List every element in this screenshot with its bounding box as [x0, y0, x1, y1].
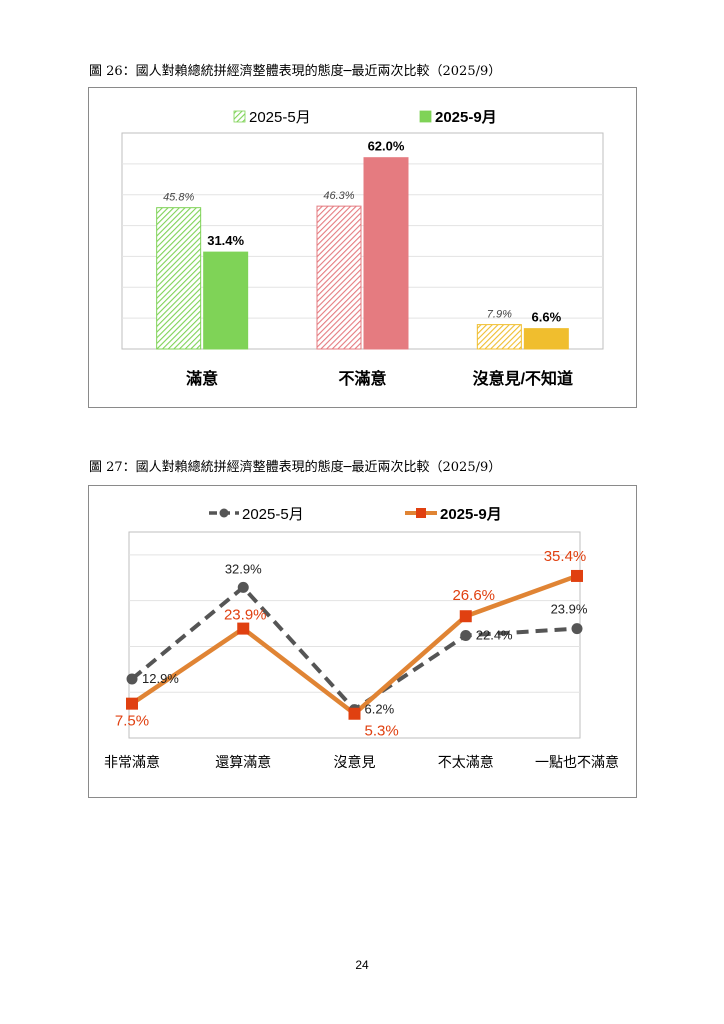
bar-chart: 2025-5月 2025-9月 45.8% 31.4% 滿意 46.3% 62.0% 不滿意 7… — [121, 109, 604, 388]
category-label: 不滿意 — [338, 369, 386, 388]
data-point — [126, 697, 138, 710]
data-label: 45.8% — [163, 192, 194, 204]
bar — [316, 205, 362, 350]
data-label: 35.4% — [544, 548, 587, 565]
category-label: 不太滿意 — [438, 754, 494, 770]
data-label: 22.4% — [476, 627, 513, 642]
bar — [476, 324, 522, 350]
data-point — [459, 610, 472, 623]
legend-swatch — [419, 110, 432, 123]
data-label: 62.0% — [368, 139, 405, 154]
data-point — [460, 629, 472, 641]
legend-label: 2025-9月 — [440, 506, 502, 523]
page-number: 24 — [355, 958, 369, 972]
data-label: 12.9% — [142, 671, 179, 686]
category-label: 沒意見/不知道 — [473, 369, 573, 388]
series-line-2025-5 — [130, 584, 578, 713]
series-line-2025-9 — [130, 573, 578, 717]
legend-marker — [416, 508, 426, 518]
plot-area — [128, 531, 581, 739]
category-label: 非常滿意 — [104, 754, 160, 770]
legend-swatch — [233, 110, 246, 123]
data-point — [348, 707, 361, 720]
data-label: 7.5% — [115, 713, 149, 730]
data-label: 7.9% — [487, 309, 512, 321]
data-label: 6.6% — [532, 310, 562, 325]
data-label: 26.6% — [452, 587, 495, 604]
data-label: 31.4% — [207, 233, 244, 248]
data-label: 23.9% — [224, 607, 267, 624]
bar — [363, 157, 409, 350]
data-point — [237, 581, 249, 593]
data-label: 6.2% — [365, 702, 395, 717]
legend-label: 2025-5月 — [242, 506, 304, 523]
category-label: 還算滿意 — [215, 754, 271, 770]
data-label: 46.3% — [323, 190, 354, 202]
plot-area — [121, 132, 604, 350]
category-label: 一點也不滿意 — [535, 754, 619, 770]
data-label: 5.3% — [365, 723, 399, 740]
category-label: 沒意見 — [334, 754, 376, 770]
data-point — [571, 569, 583, 582]
line-chart: 2025-5月 2025-9月 12.9% 32.9% 6.2% 22.4% 23.9% 7.… — [104, 506, 619, 770]
category-label: 滿意 — [186, 369, 218, 388]
data-label: 32.9% — [225, 561, 262, 576]
data-point — [237, 622, 250, 635]
legend-label: 2025-9月 — [435, 109, 497, 126]
data-point — [126, 673, 138, 685]
figure-27-caption: 圖 27：國人對賴總統拼經濟整體表現的態度─最近兩次比較（2025/9） — [89, 460, 502, 475]
bar-chart-frame: 2025-5月 2025-9月 45.8% 31.4% 滿意 46.3% 62.0% 不滿意 7… — [88, 87, 637, 408]
bar — [523, 328, 569, 350]
legend-marker — [219, 508, 229, 518]
line-chart-frame: 2025-5月 2025-9月 12.9% 32.9% 6.2% 22.4% 23.9% 7.… — [88, 485, 637, 798]
data-label: 23.9% — [551, 602, 588, 617]
figure-26-caption: 圖 26：國人對賴總統拼經濟整體表現的態度─最近兩次比較（2025/9） — [89, 64, 502, 79]
data-point — [571, 623, 583, 635]
bar — [156, 207, 202, 350]
bar — [203, 251, 249, 350]
legend-label: 2025-5月 — [249, 109, 311, 126]
